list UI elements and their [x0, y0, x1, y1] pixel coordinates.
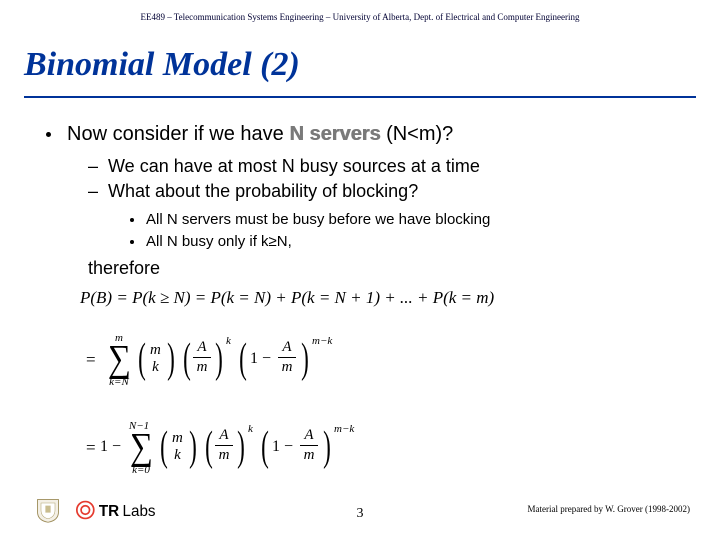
one: 1	[100, 438, 108, 455]
sigma-symbol: ∑	[130, 428, 153, 466]
rparen-icon: )	[237, 426, 245, 468]
binom-top: m	[172, 430, 183, 447]
eq2-binom: m k	[150, 342, 161, 377]
eq3-frac-2: A m	[300, 428, 318, 463]
minus: −	[284, 438, 293, 455]
level2-block: – We can have at most N busy sources at …	[88, 155, 690, 204]
one: 1	[272, 438, 280, 455]
eq1-lhs: P(B) = P(k ≥ N)	[80, 288, 190, 307]
eq3-one-minus: 1 −	[272, 438, 293, 456]
eq3-frac-1: A m	[215, 428, 233, 463]
l1-post: (N<m)?	[381, 123, 454, 145]
rparen-icon: )	[301, 338, 309, 380]
bullet-l1-text: Now consider if we have N servers (N<m)?	[67, 122, 453, 147]
l3-text-0: All N servers must be busy before we hav…	[146, 210, 490, 230]
course-header: EE489 – Telecommunication Systems Engine…	[0, 12, 720, 22]
rparen-icon: )	[215, 338, 223, 380]
frac-den: m	[193, 357, 211, 375]
footer-credit: Material prepared by W. Grover (1998-200…	[528, 504, 690, 514]
minus: −	[262, 350, 271, 367]
l2-text-0: We can have at most N busy sources at a …	[108, 155, 480, 178]
binom-bot: k	[150, 359, 161, 376]
frac-den: m	[300, 445, 318, 463]
eq1-rhs: = P(k = N) + P(k = N + 1) + ... + P(k = …	[190, 288, 494, 307]
title-underline	[24, 96, 696, 98]
rparen-icon: )	[323, 426, 331, 468]
equation-1: P(B) = P(k ≥ N) = P(k = N) + P(k = N + 1…	[80, 288, 494, 308]
sigma-symbol: ∑	[108, 340, 131, 378]
minus: −	[112, 438, 121, 455]
eq2-exp-k: k	[226, 335, 231, 347]
eq3-lead: 1 −	[100, 438, 121, 456]
l1-pre: Now consider if we have	[67, 123, 289, 145]
eq3-equals: =	[86, 438, 96, 458]
lparen-icon: (	[239, 338, 247, 380]
eq2-sigma-lower: k=N	[99, 376, 139, 388]
therefore-text: therefore	[88, 258, 690, 279]
binom-top: m	[150, 342, 161, 359]
lparen-icon: (	[261, 426, 269, 468]
l3-item-0: All N servers must be busy before we hav…	[130, 210, 690, 230]
dash-marker: –	[88, 155, 98, 178]
slide-title: Binomial Model (2)	[24, 46, 300, 84]
frac-den: m	[215, 445, 233, 463]
eq2-exp-mk: m−k	[312, 335, 332, 347]
eq2-equals: =	[86, 350, 96, 370]
eq3-exp-mk: m−k	[334, 423, 354, 435]
eq3-binom: m k	[172, 430, 183, 465]
eq3-sigma-lower: k=0	[121, 464, 161, 476]
l2-item-1: – What about the probability of blocking…	[88, 180, 690, 203]
l2-text-1: What about the probability of blocking?	[108, 180, 418, 203]
rparen-icon: )	[189, 426, 197, 468]
dash-marker: –	[88, 180, 98, 203]
eq3-exp-k: k	[248, 423, 253, 435]
frac-den: m	[278, 357, 296, 375]
frac-num: A	[300, 428, 318, 445]
dot-marker	[130, 218, 134, 222]
equation-2: = m ∑ k=N ( m k ) ( A m ) k ( 1 − A m ) …	[86, 332, 446, 386]
frac-num: A	[215, 428, 233, 445]
lparen-icon: (	[138, 338, 146, 380]
bullet-l1: Now consider if we have N servers (N<m)?	[46, 122, 690, 147]
lparen-icon: (	[160, 426, 168, 468]
frac-num: A	[278, 340, 296, 357]
rparen-icon: )	[167, 338, 175, 380]
frac-num: A	[193, 340, 211, 357]
eq2-frac-1: A m	[193, 340, 211, 375]
body-region: Now consider if we have N servers (N<m)?…	[46, 122, 690, 279]
binom-bot: k	[172, 447, 183, 464]
bullet-dot	[46, 132, 51, 137]
lparen-icon: (	[183, 338, 191, 380]
lparen-icon: (	[205, 426, 213, 468]
l3-text-1: All N busy only if k≥N,	[146, 232, 292, 252]
eq2-frac-2: A m	[278, 340, 296, 375]
l3-item-1: All N busy only if k≥N,	[130, 232, 690, 252]
eq2-one: 1 −	[250, 350, 271, 368]
one: 1	[250, 350, 258, 367]
equation-3: = 1 − N−1 ∑ k=0 ( m k ) ( A m ) k ( 1 − …	[86, 420, 466, 474]
dot-marker	[130, 240, 134, 244]
l1-emphasis: N servers	[289, 123, 380, 145]
level3-block: All N servers must be busy before we hav…	[130, 210, 690, 253]
l2-item-0: – We can have at most N busy sources at …	[88, 155, 690, 178]
